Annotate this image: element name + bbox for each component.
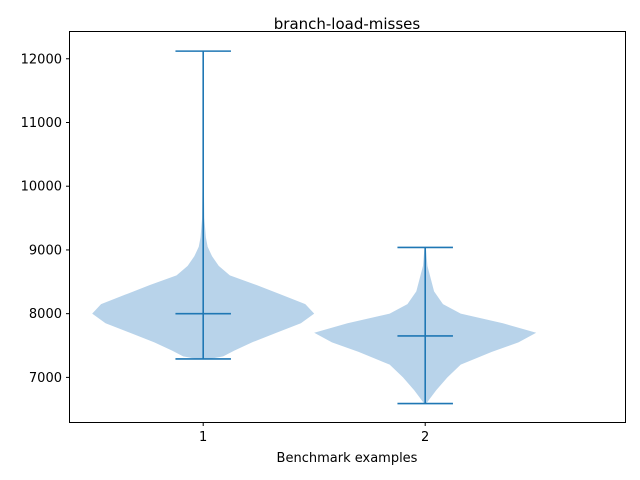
y-tick-label: 9000	[29, 243, 62, 258]
y-tick-label: 8000	[29, 307, 62, 322]
x-tick-label: 2	[421, 430, 429, 445]
y-tick-label: 11000	[21, 116, 62, 131]
y-tick-label: 10000	[21, 180, 62, 195]
chart-title: branch-load-misses	[274, 15, 421, 33]
x-axis-title: Benchmark examples	[277, 451, 418, 466]
plot-frame	[69, 31, 626, 423]
violin-layer	[92, 50, 537, 405]
y-tick-label: 12000	[21, 52, 62, 67]
y-tick-label: 7000	[29, 371, 62, 386]
y-axis-ticks: 7000 8000 9000 10000 11000 12000	[21, 52, 70, 386]
x-tick-label: 1	[199, 430, 207, 445]
